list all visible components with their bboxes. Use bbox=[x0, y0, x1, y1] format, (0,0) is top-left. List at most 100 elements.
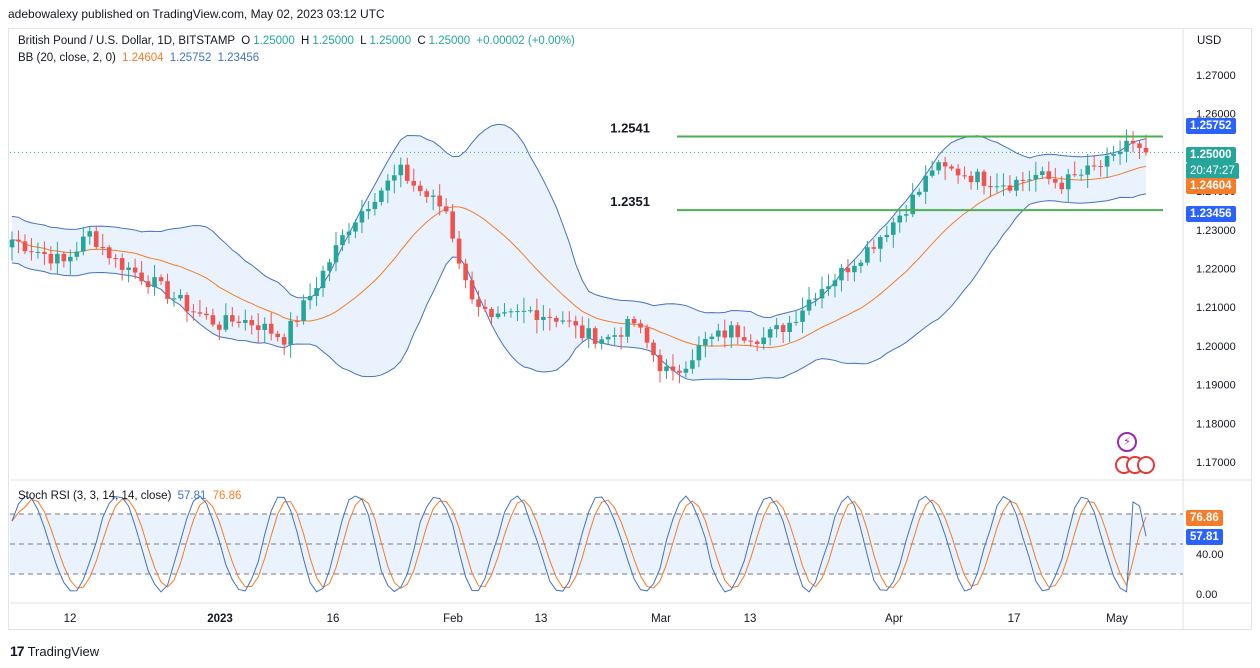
us-flag-event-icon[interactable] bbox=[1137, 456, 1155, 474]
candle-body bbox=[858, 262, 864, 266]
candle-body bbox=[1014, 179, 1019, 191]
price-tick-label: 1.18000 bbox=[1196, 418, 1236, 430]
tradingview-logo-icon: 17 bbox=[10, 643, 25, 659]
bb-lower-value: 1.23456 bbox=[217, 52, 260, 64]
candle-body bbox=[761, 337, 766, 345]
time-tick-label: 13 bbox=[535, 613, 548, 625]
publisher-caption: adebowalexy published on TradingView.com… bbox=[8, 7, 385, 21]
candle-body bbox=[975, 171, 980, 183]
candle-body bbox=[489, 308, 494, 318]
candle-body bbox=[87, 231, 93, 237]
candle-body bbox=[197, 312, 203, 314]
candle-body bbox=[230, 315, 235, 322]
candle-body bbox=[327, 262, 332, 271]
candle-body bbox=[515, 311, 520, 313]
candle-body bbox=[22, 241, 28, 252]
candle-body bbox=[29, 251, 34, 253]
candle-body bbox=[709, 336, 715, 339]
candle-body bbox=[288, 320, 293, 345]
price-tick-label: 1.20000 bbox=[1196, 341, 1236, 353]
candle-body bbox=[476, 299, 481, 307]
bb-upper-value: 1.25752 bbox=[169, 52, 212, 64]
candle-body bbox=[865, 247, 870, 263]
candle-body bbox=[534, 310, 540, 320]
footer-brand: TradingView bbox=[27, 643, 100, 659]
candle-body bbox=[404, 164, 410, 181]
price-tick-label: 1.26000 bbox=[1196, 109, 1236, 121]
candle-body bbox=[48, 253, 54, 264]
candle-body bbox=[521, 310, 527, 312]
candle-body bbox=[126, 267, 131, 270]
candle-body bbox=[690, 360, 695, 369]
level-label: 1.2351 bbox=[610, 194, 650, 209]
candle-body bbox=[994, 186, 1000, 188]
lightning-icon[interactable]: ⚡ bbox=[1117, 432, 1137, 452]
price-tag-last: 1.25000 bbox=[1186, 147, 1236, 163]
candle-body bbox=[910, 194, 916, 215]
candle-body bbox=[787, 322, 792, 333]
candle-body bbox=[508, 311, 514, 313]
candle-body bbox=[968, 175, 974, 183]
candle-body bbox=[528, 310, 533, 312]
stoch-legend: Stoch RSI (3, 3, 14, 14, close) 57.81 76… bbox=[18, 490, 244, 502]
candle-body bbox=[541, 316, 546, 320]
ohlc-open: 1.25000 bbox=[253, 35, 295, 47]
candle-body bbox=[16, 239, 21, 242]
candle-body bbox=[1085, 165, 1090, 175]
candle-body bbox=[949, 166, 954, 169]
candle-body bbox=[670, 366, 676, 371]
ohlc-close-label: C bbox=[417, 35, 426, 47]
candle-body bbox=[307, 296, 313, 301]
candle-body bbox=[450, 211, 455, 239]
candle-body bbox=[320, 270, 326, 289]
ohlc-change: +0.00002 (+0.00%) bbox=[476, 35, 575, 47]
candle-body bbox=[210, 315, 216, 325]
main-legend: British Pound / U.S. Dollar, 1D, BITSTAM… bbox=[18, 35, 578, 47]
ohlc-close: 1.25000 bbox=[428, 35, 471, 47]
price-tag-bb-lower: 1.23456 bbox=[1186, 206, 1236, 222]
candle-body bbox=[119, 258, 125, 270]
currency-label: USD bbox=[1197, 35, 1222, 47]
stoch-tick-label: 0.00 bbox=[1196, 589, 1217, 601]
candle-body bbox=[35, 251, 41, 253]
candle-body bbox=[845, 267, 851, 273]
candle-body bbox=[61, 253, 67, 262]
bb-basis-line bbox=[11, 165, 1147, 349]
candle-body bbox=[586, 328, 592, 338]
candle-body bbox=[916, 191, 922, 195]
candle-body bbox=[372, 201, 378, 210]
candle-body bbox=[683, 368, 689, 373]
candle-body bbox=[592, 328, 598, 344]
candle-body bbox=[890, 222, 896, 235]
candle-body bbox=[392, 175, 397, 181]
level-label: 1.2541 bbox=[610, 121, 650, 136]
price-tick-label: 1.21000 bbox=[1196, 302, 1236, 314]
candle-body bbox=[281, 337, 287, 345]
candle-body bbox=[566, 320, 572, 322]
candle-body bbox=[353, 222, 358, 232]
candle-body bbox=[55, 253, 60, 264]
ohlc-low: 1.25000 bbox=[369, 35, 412, 47]
candle-body bbox=[942, 162, 948, 167]
tradingview-footer[interactable]: 17 TradingView bbox=[10, 643, 99, 659]
candle-body bbox=[962, 175, 967, 177]
candle-body bbox=[1104, 155, 1110, 167]
candle-body bbox=[469, 280, 475, 300]
candle-body bbox=[223, 315, 229, 330]
candle-body bbox=[1111, 154, 1116, 156]
candle-body bbox=[1117, 151, 1123, 155]
candle-body bbox=[463, 263, 468, 281]
candle-body bbox=[923, 175, 928, 192]
candle-body bbox=[722, 330, 728, 338]
candle-body bbox=[664, 366, 669, 372]
candle-body bbox=[502, 312, 507, 314]
time-tick-label: 2023 bbox=[207, 613, 233, 625]
candle-body bbox=[191, 311, 196, 313]
candle-body bbox=[631, 318, 637, 324]
candle-body bbox=[152, 277, 157, 288]
stoch-d-value: 76.86 bbox=[212, 490, 242, 502]
candle-body bbox=[437, 195, 442, 207]
time-tick-label: Apr bbox=[885, 613, 903, 625]
candle-body bbox=[275, 333, 280, 338]
